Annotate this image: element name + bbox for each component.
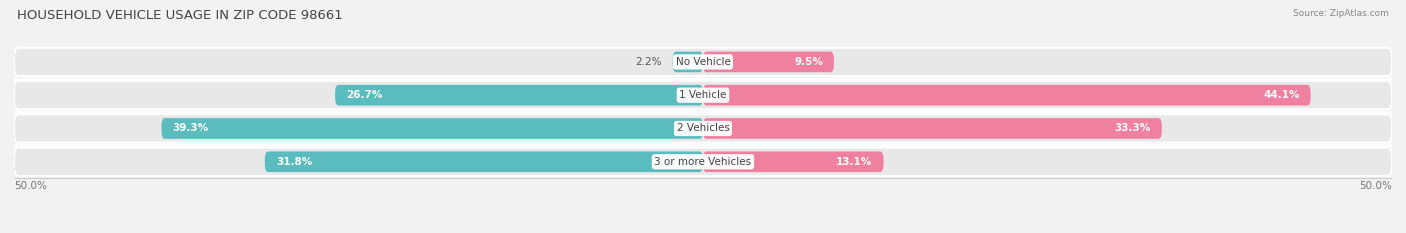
Text: 3 or more Vehicles: 3 or more Vehicles	[654, 157, 752, 167]
FancyBboxPatch shape	[14, 81, 1392, 109]
FancyBboxPatch shape	[703, 51, 834, 72]
Text: 50.0%: 50.0%	[14, 181, 46, 191]
Text: 13.1%: 13.1%	[837, 157, 873, 167]
FancyBboxPatch shape	[14, 48, 1392, 76]
Text: 1 Vehicle: 1 Vehicle	[679, 90, 727, 100]
Text: 44.1%: 44.1%	[1263, 90, 1299, 100]
FancyBboxPatch shape	[672, 51, 703, 72]
Text: 50.0%: 50.0%	[1360, 181, 1392, 191]
Text: 9.5%: 9.5%	[794, 57, 823, 67]
FancyBboxPatch shape	[703, 151, 883, 172]
Text: 39.3%: 39.3%	[173, 123, 208, 134]
FancyBboxPatch shape	[335, 85, 703, 106]
FancyBboxPatch shape	[14, 148, 1392, 176]
FancyBboxPatch shape	[264, 151, 703, 172]
Text: HOUSEHOLD VEHICLE USAGE IN ZIP CODE 98661: HOUSEHOLD VEHICLE USAGE IN ZIP CODE 9866…	[17, 9, 343, 22]
Text: 2.2%: 2.2%	[636, 57, 662, 67]
Text: No Vehicle: No Vehicle	[675, 57, 731, 67]
Text: 31.8%: 31.8%	[276, 157, 312, 167]
Text: 33.3%: 33.3%	[1115, 123, 1152, 134]
FancyBboxPatch shape	[703, 85, 1310, 106]
Text: 2 Vehicles: 2 Vehicles	[676, 123, 730, 134]
Text: Source: ZipAtlas.com: Source: ZipAtlas.com	[1294, 9, 1389, 18]
FancyBboxPatch shape	[703, 118, 1161, 139]
FancyBboxPatch shape	[162, 118, 703, 139]
FancyBboxPatch shape	[14, 114, 1392, 143]
Text: 26.7%: 26.7%	[346, 90, 382, 100]
